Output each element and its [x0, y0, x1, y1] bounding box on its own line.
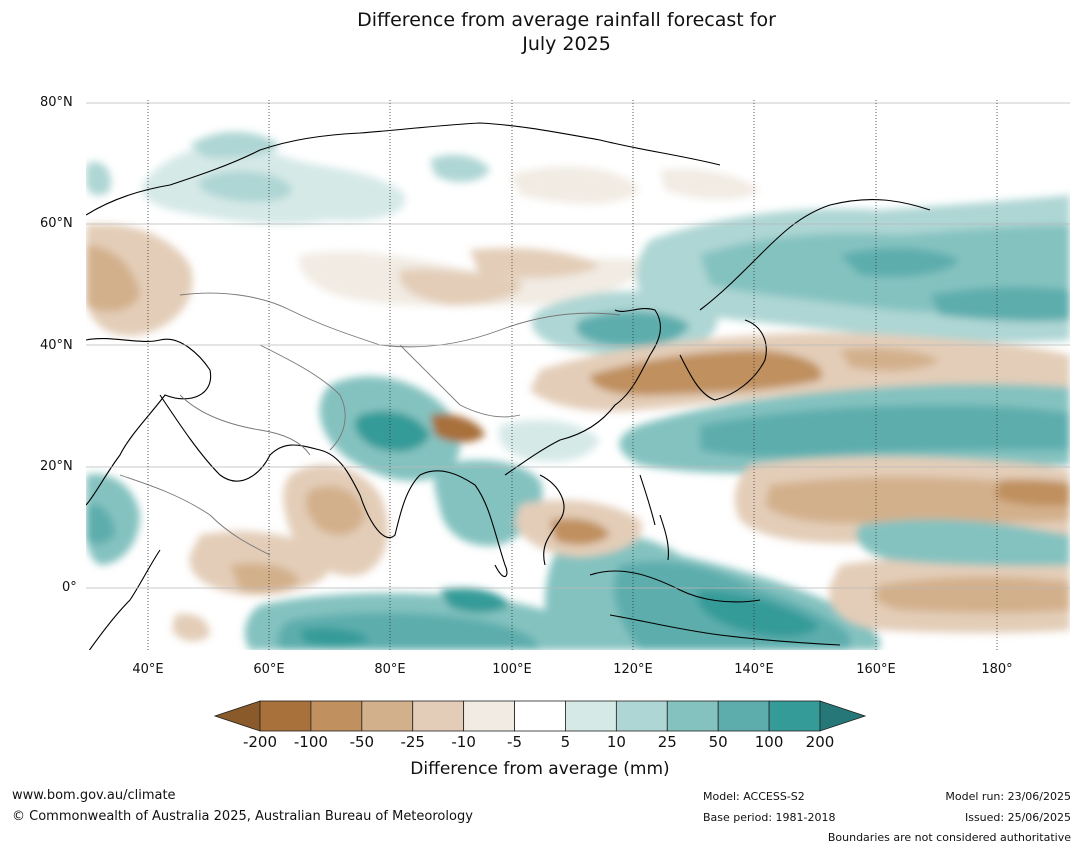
anomaly-fields: [86, 131, 1070, 650]
cb-tick: -200: [242, 733, 278, 751]
colorbar-segment: [514, 700, 566, 732]
colorbar-extend-low: [214, 700, 261, 732]
chart-title: Difference from average rainfall forecas…: [0, 8, 1081, 56]
lat-label-60n: 60°N: [40, 216, 73, 231]
colorbar-segment: [259, 700, 312, 732]
lat-label-20n: 20°N: [40, 459, 73, 474]
map-area[interactable]: [0, 95, 1081, 665]
lon-label-140e: 140°E: [734, 662, 774, 677]
lon-label-60e: 60°E: [253, 662, 285, 677]
colorbar-segments: [214, 700, 866, 732]
lon-label-80e: 80°E: [374, 662, 406, 677]
colorbar-segment: [717, 700, 770, 732]
colorbar-segment: [666, 700, 719, 732]
lon-label-180: 180°: [981, 662, 1013, 677]
latitude-gridlines: [86, 102, 1070, 589]
copyright-text: © Commonwealth of Australia 2025, Austra…: [12, 809, 473, 824]
lon-label-100e: 100°E: [492, 662, 532, 677]
colorbar: [214, 700, 866, 732]
lon-label-120e: 120°E: [613, 662, 653, 677]
cb-tick: 50: [708, 733, 728, 751]
colorbar-segment: [768, 700, 821, 732]
cb-tick: 25: [657, 733, 677, 751]
cb-tick: -25: [400, 733, 425, 751]
cb-tick: 200: [805, 733, 835, 751]
cb-tick: -50: [349, 733, 375, 751]
cb-tick: -5: [507, 733, 523, 751]
colorbar-segment: [565, 700, 617, 732]
model-run-text: Model run: 23/06/2025: [945, 790, 1071, 803]
base-period-text: Base period: 1981-2018: [703, 811, 836, 824]
cb-tick: -100: [293, 733, 328, 751]
lat-label-80n: 80°N: [40, 95, 73, 110]
website-link[interactable]: www.bom.gov.au/climate: [12, 788, 176, 803]
colorbar-segment: [361, 700, 414, 732]
colorbar-segment: [615, 700, 668, 732]
rainfall-anomaly-map[interactable]: [0, 95, 1081, 665]
title-line-2: July 2025: [522, 33, 611, 55]
cb-tick: -10: [451, 733, 476, 751]
disclaimer-text: Boundaries are not considered authoritat…: [827, 831, 1071, 844]
cb-tick: 5: [560, 733, 571, 751]
colorbar-extend-high: [819, 700, 866, 732]
title-line-1: Difference from average rainfall forecas…: [357, 9, 776, 31]
coastlines: [86, 122, 931, 650]
lat-label-40n: 40°N: [40, 338, 73, 353]
country-borders: [119, 292, 621, 556]
colorbar-label: Difference from average (mm): [410, 759, 670, 779]
lon-label-160e: 160°E: [856, 662, 896, 677]
cb-tick: 100: [754, 733, 784, 751]
issued-text: Issued: 25/06/2025: [964, 811, 1071, 824]
colorbar-segment: [463, 700, 515, 732]
cb-tick: 10: [606, 733, 626, 751]
lat-label-0: 0°: [62, 580, 77, 595]
colorbar-segment: [412, 700, 465, 732]
lon-label-40e: 40°E: [132, 662, 164, 677]
colorbar-segment: [310, 700, 363, 732]
model-text: Model: ACCESS-S2: [703, 790, 805, 803]
